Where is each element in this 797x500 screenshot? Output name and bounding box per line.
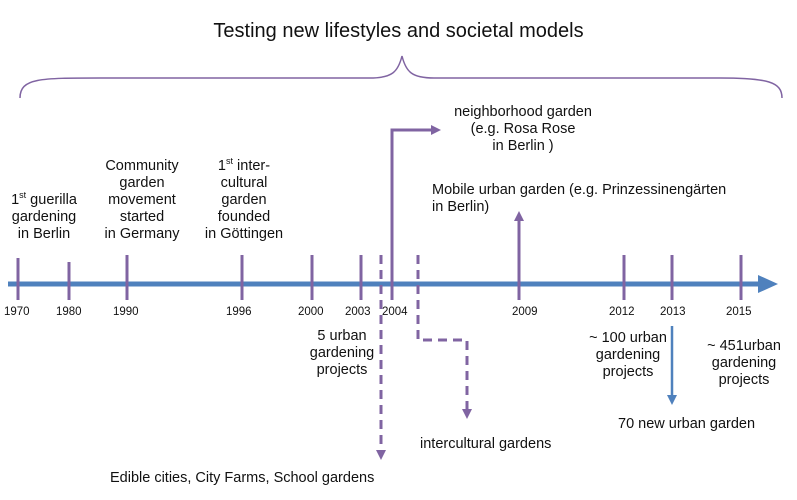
year-label-2012: 2012 [609, 306, 635, 318]
event-community-garden: Community garden movement started in Ger… [104, 158, 180, 242]
year-label-2009: 2009 [512, 306, 538, 318]
timeline-arrowhead [758, 275, 778, 293]
year-label-2003: 2003 [345, 306, 371, 318]
event-five-projects: 5 urban gardening projects [309, 328, 375, 378]
year-label-2004: 2004 [382, 306, 408, 318]
event-first-intercultural-garden: 1st inter- cultural garden founded in Gö… [204, 156, 284, 242]
year-label-1996: 1996 [226, 306, 252, 318]
event-hundred-projects: ~ 100 urban gardening projects [589, 330, 667, 380]
event-seventy-new: 70 new urban garden [618, 416, 756, 432]
arrow-intercultural-gardens [416, 255, 472, 419]
event-edible-cities: Edible cities, City Farms, School garden… [110, 470, 375, 486]
event-intercultural-gardens: intercultural gardens [420, 436, 552, 452]
diagram-title: Testing new lifestyles and societal mode… [213, 20, 584, 42]
event-mobile-garden: Mobile urban garden (e.g. Prinzessinengä… [432, 182, 727, 215]
arrow-neighborhood-garden [390, 125, 441, 300]
year-label-2000: 2000 [298, 306, 324, 318]
year-label-1990: 1990 [113, 306, 139, 318]
year-label-2015: 2015 [726, 306, 752, 318]
event-neighborhood-garden: neighborhood garden (e.g. Rosa Rose in B… [454, 104, 592, 154]
event-guerilla-gardening: 1st guerilla gardening in Berlin [11, 190, 77, 242]
event-451-projects: ~ 451urban gardening projects [707, 338, 781, 388]
year-label-2013: 2013 [660, 306, 686, 318]
year-label-1970: 1970 [4, 306, 30, 318]
curly-brace [19, 55, 783, 99]
year-label-1980: 1980 [56, 306, 82, 318]
